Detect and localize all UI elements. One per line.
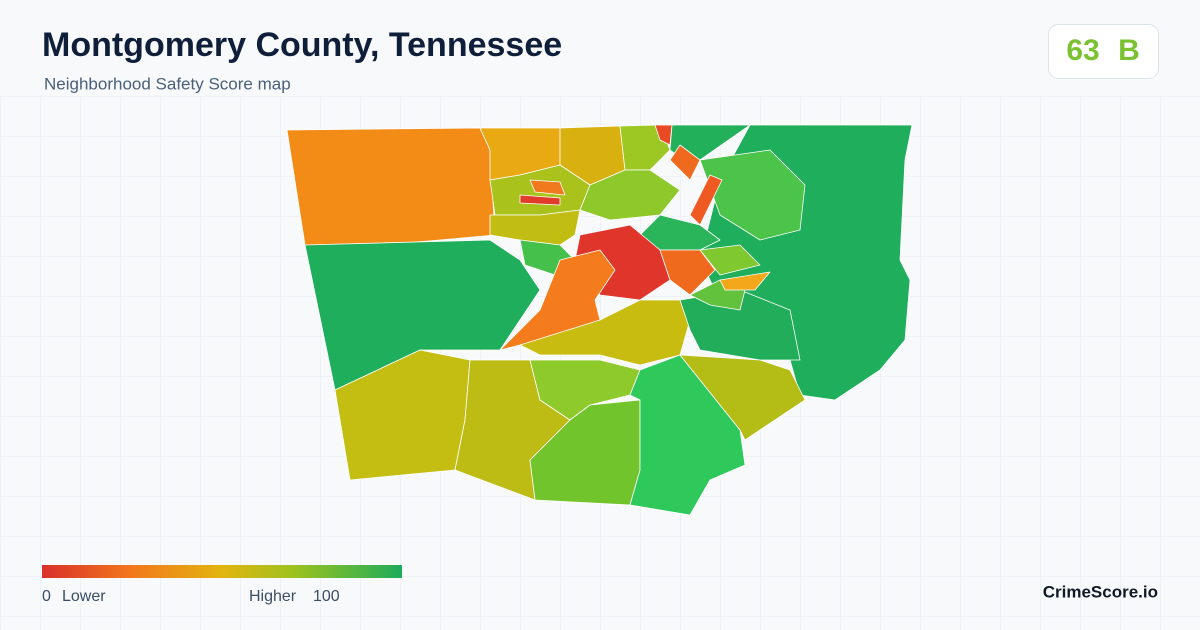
map-region: [699, 149, 806, 241]
subtitle: Neighborhood Safety Score map: [44, 74, 291, 93]
map-region: [719, 271, 771, 291]
score-value: 63: [1066, 34, 1099, 67]
map-region: [489, 209, 581, 246]
map-region: [529, 359, 641, 421]
legend-gradient: [42, 565, 402, 578]
map-region: [519, 299, 691, 366]
legend-min: 0: [42, 588, 51, 605]
legend-max: 100: [313, 588, 340, 605]
legend-min-label: Lower: [62, 588, 106, 605]
map-region: [699, 244, 761, 276]
map-region: [669, 144, 701, 181]
map-region: [679, 354, 806, 441]
map-region: [519, 194, 561, 206]
map-region: [529, 179, 566, 196]
title: Montgomery County, Tennessee: [42, 26, 562, 64]
county-map: [286, 124, 913, 516]
map-region: [579, 169, 681, 221]
map-region: [286, 127, 496, 246]
map-region: [679, 289, 801, 361]
legend-max-label: Higher: [249, 588, 297, 605]
score-grade: B: [1118, 34, 1140, 67]
brand: CrimeScore.io: [1043, 582, 1158, 601]
map-region: [619, 124, 671, 171]
score-box: [1048, 24, 1159, 79]
map-region: [659, 249, 716, 296]
